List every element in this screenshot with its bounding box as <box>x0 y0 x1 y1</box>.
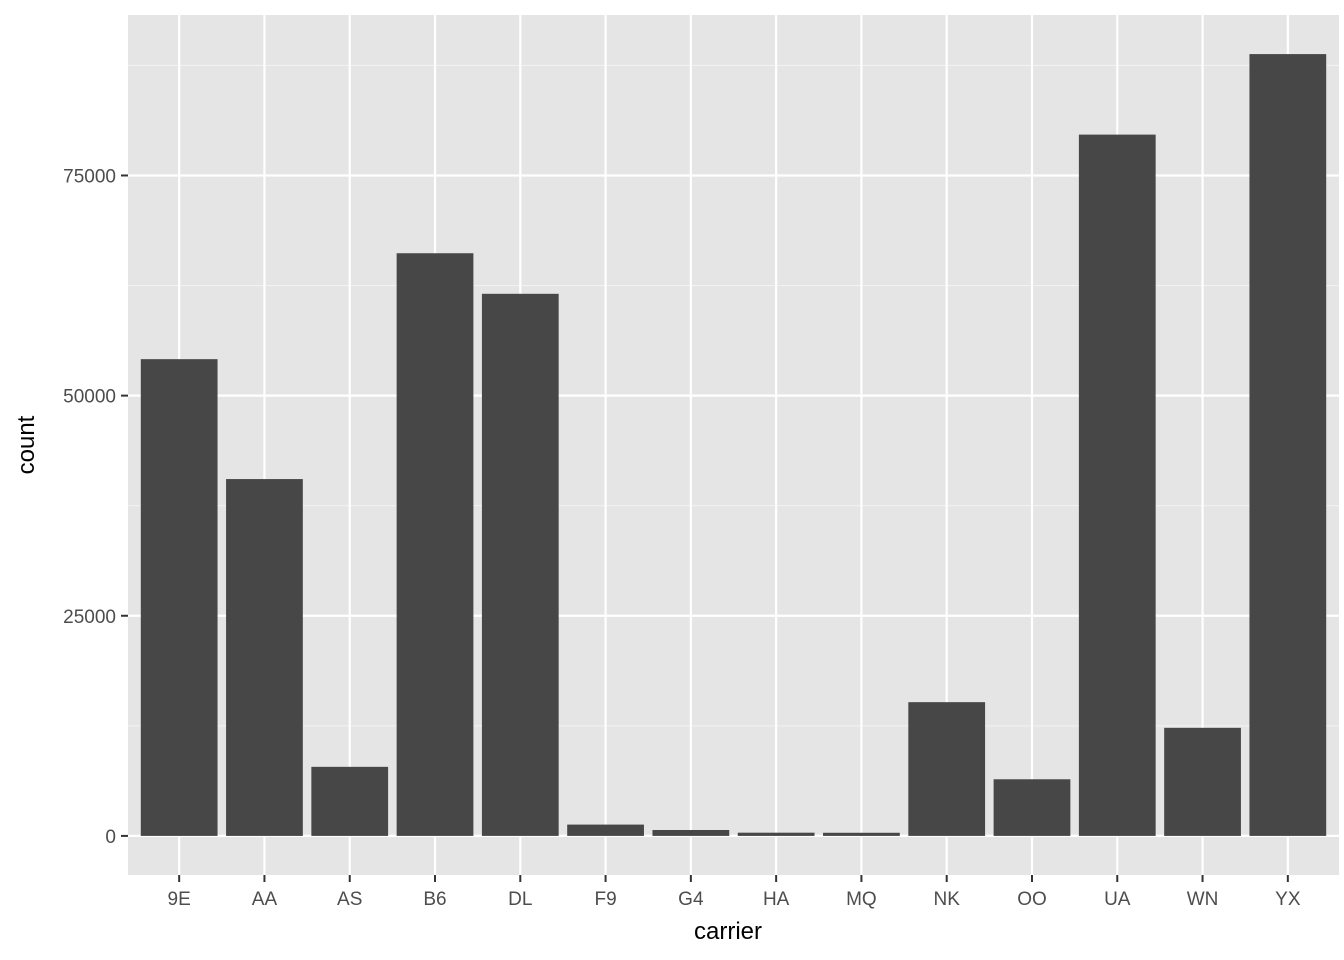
y-tick-label: 75000 <box>63 166 116 187</box>
x-tick-label: AS <box>337 889 362 910</box>
bar-mq <box>823 832 900 836</box>
x-tick-label: UA <box>1104 889 1131 910</box>
bar-as <box>311 766 389 836</box>
y-axis-title: count <box>13 415 40 474</box>
y-axis: 0 25000 50000 75000 <box>63 166 128 848</box>
y-tick-label: 50000 <box>63 387 116 408</box>
x-tick-label: AA <box>252 889 278 910</box>
y-tick-label: 25000 <box>63 607 116 628</box>
bar-yx <box>1249 54 1327 836</box>
x-tick-label: B6 <box>423 889 446 910</box>
x-tick-label: YX <box>1275 889 1301 910</box>
bar-wn <box>1164 727 1241 836</box>
x-tick-label: WN <box>1187 889 1219 910</box>
bar-f9 <box>567 824 644 836</box>
x-tick-label: DL <box>508 889 532 910</box>
bar-dl <box>481 293 559 836</box>
bars <box>140 54 1327 836</box>
x-tick-label: OO <box>1017 889 1047 910</box>
bar-9e <box>140 359 218 836</box>
bar-ha <box>737 832 815 836</box>
x-axis: 9E AA AS B6 DL F9 G4 HA MQ NK OO UA WN YX <box>168 875 1301 910</box>
x-tick-label: HA <box>763 889 790 910</box>
bar-g4 <box>652 830 730 836</box>
bar-ua <box>1078 134 1156 836</box>
x-tick-label: G4 <box>678 889 704 910</box>
x-axis-title: carrier <box>694 918 762 945</box>
x-tick-label: NK <box>934 889 961 910</box>
plot-panel <box>128 15 1339 875</box>
bar-nk <box>908 702 986 836</box>
bar-b6 <box>396 253 474 836</box>
bar-oo <box>993 779 1071 836</box>
x-tick-label: 9E <box>168 889 191 910</box>
x-tick-label: F9 <box>594 889 616 910</box>
y-tick-label: 0 <box>105 827 116 848</box>
bar-aa <box>226 479 303 836</box>
x-tick-label: MQ <box>846 889 877 910</box>
